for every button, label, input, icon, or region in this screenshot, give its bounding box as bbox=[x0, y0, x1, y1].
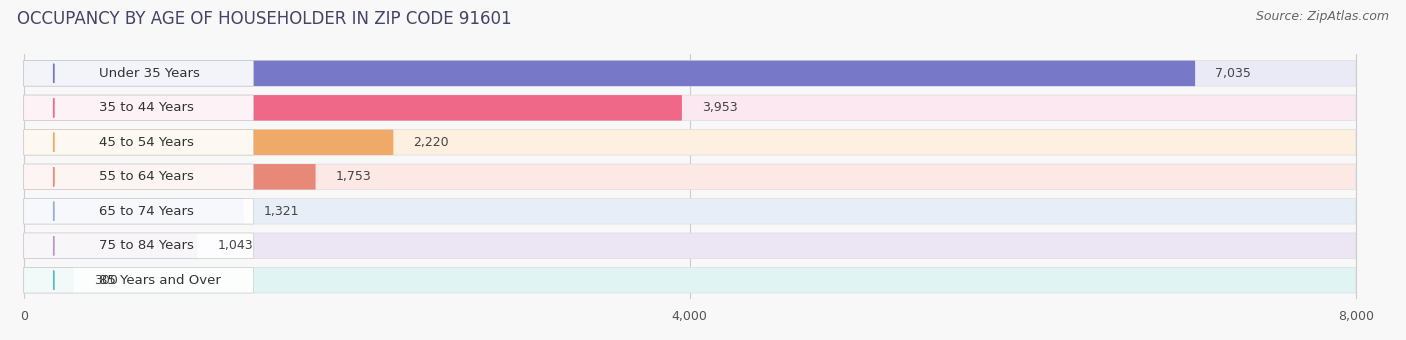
FancyBboxPatch shape bbox=[24, 164, 1355, 190]
Text: 65 to 74 Years: 65 to 74 Years bbox=[98, 205, 194, 218]
FancyBboxPatch shape bbox=[24, 233, 197, 258]
Text: 35 to 44 Years: 35 to 44 Years bbox=[98, 101, 194, 114]
Text: 75 to 84 Years: 75 to 84 Years bbox=[98, 239, 194, 252]
FancyBboxPatch shape bbox=[24, 164, 315, 190]
Text: 1,321: 1,321 bbox=[264, 205, 299, 218]
FancyBboxPatch shape bbox=[24, 130, 1355, 155]
FancyBboxPatch shape bbox=[24, 164, 253, 190]
FancyBboxPatch shape bbox=[24, 61, 1355, 86]
Text: Under 35 Years: Under 35 Years bbox=[98, 67, 200, 80]
Text: 55 to 64 Years: 55 to 64 Years bbox=[98, 170, 194, 183]
Text: 45 to 54 Years: 45 to 54 Years bbox=[98, 136, 194, 149]
FancyBboxPatch shape bbox=[24, 130, 253, 155]
FancyBboxPatch shape bbox=[24, 95, 253, 121]
Text: Source: ZipAtlas.com: Source: ZipAtlas.com bbox=[1256, 10, 1389, 23]
FancyBboxPatch shape bbox=[24, 95, 682, 121]
FancyBboxPatch shape bbox=[24, 95, 1355, 121]
FancyBboxPatch shape bbox=[24, 268, 1355, 293]
Text: OCCUPANCY BY AGE OF HOUSEHOLDER IN ZIP CODE 91601: OCCUPANCY BY AGE OF HOUSEHOLDER IN ZIP C… bbox=[17, 10, 512, 28]
FancyBboxPatch shape bbox=[24, 268, 73, 293]
FancyBboxPatch shape bbox=[24, 61, 1195, 86]
FancyBboxPatch shape bbox=[24, 199, 253, 224]
FancyBboxPatch shape bbox=[24, 61, 253, 86]
Text: 1,043: 1,043 bbox=[218, 239, 253, 252]
Text: 7,035: 7,035 bbox=[1215, 67, 1251, 80]
FancyBboxPatch shape bbox=[24, 268, 253, 293]
FancyBboxPatch shape bbox=[24, 233, 253, 258]
Text: 2,220: 2,220 bbox=[413, 136, 449, 149]
Text: 3,953: 3,953 bbox=[702, 101, 738, 114]
FancyBboxPatch shape bbox=[24, 199, 243, 224]
Text: 300: 300 bbox=[94, 274, 118, 287]
Text: 85 Years and Over: 85 Years and Over bbox=[98, 274, 221, 287]
FancyBboxPatch shape bbox=[24, 199, 1355, 224]
Text: 1,753: 1,753 bbox=[336, 170, 371, 183]
FancyBboxPatch shape bbox=[24, 233, 1355, 258]
FancyBboxPatch shape bbox=[24, 130, 394, 155]
